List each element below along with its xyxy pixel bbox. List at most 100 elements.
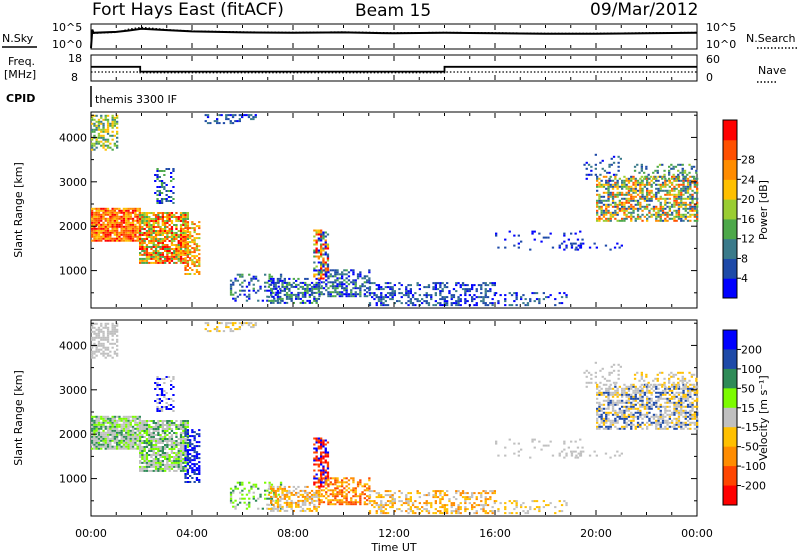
velocity-echo-cell [252, 491, 255, 494]
power-echo-cell [310, 293, 314, 296]
power-echo-cell [154, 174, 157, 176]
power-echo-cell [111, 223, 114, 226]
power-echo-cell [172, 192, 175, 194]
power-echo-cell [668, 169, 671, 172]
power-echo-cell [315, 249, 318, 252]
velocity-echo-cell [570, 452, 574, 455]
velocity-echo-cell [157, 460, 160, 462]
power-echo-cell [611, 183, 615, 186]
power-echo-cell [529, 300, 532, 303]
velocity-echo-cell [315, 473, 318, 476]
power-echo-cell [664, 179, 667, 182]
power-echo-cell [596, 205, 599, 208]
power-echo-cell [152, 214, 155, 216]
velocity-echo-cell [239, 481, 242, 484]
velocity-echo-cell [310, 489, 314, 492]
power-echo-cell [313, 283, 316, 286]
power-echo-cell [434, 304, 437, 307]
power-echo-cell [193, 229, 196, 232]
velocity-echo-cell [91, 435, 94, 438]
power-echo-cell [168, 255, 171, 258]
velocity-echo-cell [198, 465, 201, 468]
velocity-echo-cell [136, 443, 139, 446]
power-echo-cell [352, 295, 355, 298]
velocity-echo-cell [391, 496, 394, 499]
velocity-echo-cell [173, 469, 176, 472]
velocity-echo-cell [186, 426, 189, 428]
velocity-echo-cell [471, 504, 474, 507]
velocity-echo-cell [152, 440, 155, 442]
velocity-echo-cell [313, 507, 316, 510]
velocity-echo-cell [116, 340, 119, 343]
power-echo-cell [326, 267, 330, 270]
velocity-echo-cell [177, 463, 180, 466]
power-echo-cell [409, 298, 412, 301]
power-echo-cell [425, 300, 428, 303]
velocity-echo-cell [560, 510, 564, 513]
power-echo-cell [193, 255, 196, 258]
power-echo-cell [668, 173, 671, 176]
power-echo-cell [325, 275, 328, 278]
power-echo-cell [325, 289, 328, 292]
power-echo-cell [341, 277, 344, 280]
velocity-echo-cell [186, 442, 189, 444]
power-echo-cell [277, 285, 280, 288]
power-echo-cell [143, 238, 146, 240]
power-echo-cell [696, 215, 699, 218]
velocity-echo-cell [407, 502, 410, 505]
power-echo-cell [186, 261, 189, 264]
power-echo-cell [159, 226, 162, 228]
power-echo-cell [409, 300, 412, 303]
power-echo-cell [657, 207, 660, 210]
power-echo-cell [621, 193, 624, 196]
velocity-echo-cell [602, 403, 606, 406]
power-echo-cell [91, 235, 94, 238]
velocity-echo-cell [386, 504, 390, 507]
velocity-echo-cell [116, 423, 119, 426]
velocity-echo-cell [141, 452, 144, 454]
power-echo-cell [614, 203, 617, 206]
velocity-echo-cell [131, 431, 135, 434]
power-echo-cell [322, 293, 326, 296]
power-echo-cell [334, 289, 337, 292]
power-echo-cell [106, 207, 110, 210]
power-echo-cell [359, 275, 362, 278]
power-echo-cell [455, 290, 458, 293]
power-echo-cell [513, 244, 516, 247]
power-echo-cell [102, 225, 105, 228]
power-echo-cell [102, 237, 105, 240]
velocity-echo-cell [131, 443, 135, 446]
velocity-echo-cell [425, 510, 428, 513]
velocity-echo-cell [416, 490, 419, 493]
velocity-echo-cell [189, 475, 192, 477]
power-echo-cell [471, 298, 474, 301]
power-echo-cell [102, 146, 105, 149]
velocity-echo-cell [322, 495, 326, 498]
power-echo-cell [677, 189, 681, 192]
power-echo-cell [104, 207, 107, 210]
velocity-echo-cell [159, 467, 162, 470]
power-echo-cell [497, 246, 500, 249]
power-echo-cell [125, 223, 128, 226]
power-echo-cell [195, 245, 199, 248]
velocity-echo-cell [93, 322, 96, 325]
power-echo-cell [600, 207, 603, 210]
power-echo-cell [625, 197, 628, 200]
power-echo-cell [636, 215, 640, 218]
power-echo-cell [100, 215, 103, 218]
power-echo-cell [322, 261, 325, 264]
power-echo-cell [179, 252, 183, 254]
power-echo-cell [691, 193, 694, 196]
power-echo-cell [326, 263, 330, 266]
power-echo-cell [100, 116, 103, 119]
power-echo-cell [627, 211, 631, 214]
power-echo-cell [252, 116, 255, 119]
velocity-echo-cell [452, 504, 456, 507]
power-echo-cell [189, 267, 192, 269]
power-echo-cell [179, 232, 183, 234]
power-echo-cell [109, 215, 112, 218]
velocity-echo-cell [139, 454, 142, 456]
power-echo-cell [270, 289, 274, 292]
power-echo-cell [643, 197, 646, 200]
